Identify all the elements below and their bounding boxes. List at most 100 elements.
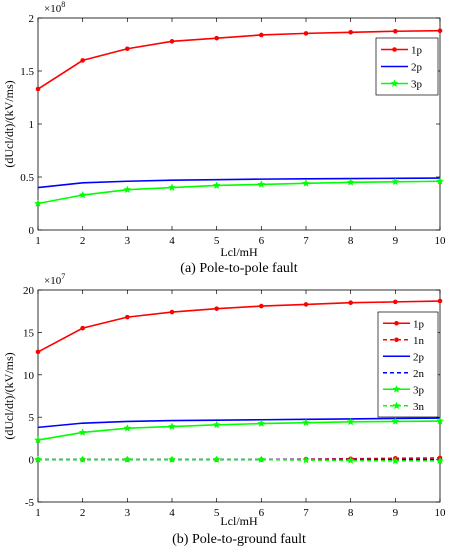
data-point xyxy=(78,428,87,436)
data-point xyxy=(436,177,444,185)
data-point xyxy=(169,309,175,315)
data-point xyxy=(394,320,399,326)
y-tick-label: 0.5 xyxy=(20,172,34,184)
x-axis-label: Lcl/mH xyxy=(220,245,258,259)
y-scale-exponent: ×107 xyxy=(44,272,65,287)
y-scale-exponent: ×108 xyxy=(44,0,65,15)
legend-label: 2p xyxy=(413,351,425,363)
x-tick-label: 8 xyxy=(348,235,354,247)
data-point xyxy=(212,420,221,429)
x-tick-label: 2 xyxy=(80,235,86,247)
series-line xyxy=(38,457,441,461)
y-tick-label: -5 xyxy=(25,497,35,509)
chart-b: 1 2 3 4 5 6 7 8 9 10 -5 0 5 10 15 20 ×107 Lcl/mH (dUcl/dt)… xyxy=(2,272,446,547)
plot-area xyxy=(37,289,441,503)
y-axis-label: (dUcl/dt)/(kV/ms) xyxy=(2,352,16,439)
series-line xyxy=(37,180,441,205)
y-tick-label: 2 xyxy=(29,13,35,25)
series-2p xyxy=(37,417,441,429)
legend-label: 2n xyxy=(413,368,425,380)
data-point xyxy=(391,177,400,186)
chart-caption: (b) Pole-to-ground fault xyxy=(172,532,306,547)
data-point xyxy=(125,314,130,320)
series-3n xyxy=(34,455,444,465)
y-scale-exponent-power: 7 xyxy=(61,272,65,281)
y-tick-label: 1 xyxy=(29,119,35,131)
data-point xyxy=(391,456,400,465)
data-point xyxy=(80,58,85,63)
data-point xyxy=(390,79,399,87)
series-line xyxy=(37,300,441,353)
data-point xyxy=(168,422,176,430)
data-point xyxy=(348,30,353,35)
series-line xyxy=(37,29,441,90)
series-line xyxy=(37,420,441,441)
data-point xyxy=(34,455,42,463)
data-point xyxy=(436,456,444,465)
y-tick-label: 20 xyxy=(23,285,35,297)
data-point xyxy=(259,32,264,38)
x-tick-label: 2 xyxy=(80,507,86,519)
data-point xyxy=(168,455,176,463)
legend: 1p 2p 3p xyxy=(375,37,439,96)
data-point xyxy=(346,178,355,186)
x-tick-label: 3 xyxy=(125,507,131,519)
legend-box xyxy=(377,311,439,418)
data-point xyxy=(393,299,398,305)
x-tick-label: 8 xyxy=(348,507,354,519)
data-point xyxy=(303,31,309,36)
y-tick-label: 0 xyxy=(29,225,35,237)
series-3p xyxy=(34,177,444,207)
data-point xyxy=(394,337,399,343)
data-point xyxy=(78,455,87,463)
data-point xyxy=(214,306,219,311)
x-tick-label: 7 xyxy=(303,235,309,247)
data-point xyxy=(123,455,132,463)
data-point xyxy=(257,419,266,427)
data-point xyxy=(348,300,353,306)
data-point xyxy=(123,185,132,194)
y-tick-label: 5 xyxy=(29,412,35,424)
data-point xyxy=(436,416,444,425)
x-tick-label: 6 xyxy=(259,507,265,519)
x-tick-label: 9 xyxy=(393,235,399,247)
x-tick-label: 10 xyxy=(435,507,447,519)
x-tick-label: 1 xyxy=(35,235,41,247)
x-tick-label: 3 xyxy=(125,235,131,247)
y-tick-label: 10 xyxy=(23,370,35,382)
series-line xyxy=(37,417,441,429)
data-point xyxy=(35,86,41,92)
legend-label: 1p xyxy=(413,318,425,330)
legend-label: 1p xyxy=(411,45,423,57)
data-point xyxy=(125,46,130,52)
y-tick-label: 1.5 xyxy=(20,66,34,78)
data-point xyxy=(34,199,42,207)
data-point xyxy=(168,183,176,191)
data-point xyxy=(80,325,85,331)
legend-label: 2p xyxy=(411,62,423,74)
chart-caption: (a) Pole-to-pole fault xyxy=(180,261,298,276)
legend-label: 1n xyxy=(413,335,425,347)
chart-a: 1 2 3 4 5 6 7 8 9 10 0 0.5 1 1.5 2 ×108 Lcl/mH (dUcl/dt)/… xyxy=(2,0,446,276)
data-point xyxy=(437,28,443,34)
series-1p xyxy=(35,298,443,355)
data-point xyxy=(169,39,175,44)
series-3p xyxy=(34,416,444,444)
y-tick-label: 15 xyxy=(23,327,35,339)
y-scale-exponent-power: 8 xyxy=(61,0,65,9)
x-tick-label: 4 xyxy=(169,507,175,519)
series-line xyxy=(37,177,441,189)
x-axis-label: Lcl/mH xyxy=(220,514,258,528)
legend-label: 3p xyxy=(413,384,425,396)
data-point xyxy=(302,418,310,427)
data-point xyxy=(391,417,400,425)
data-point xyxy=(212,455,221,463)
data-point xyxy=(302,455,310,464)
series-1p xyxy=(35,28,443,92)
data-point xyxy=(78,190,87,199)
data-point xyxy=(212,181,221,189)
data-point xyxy=(392,47,397,52)
data-point xyxy=(257,180,266,188)
y-axis-label: (dUcl/dt)/(kV/ms) xyxy=(2,80,16,167)
